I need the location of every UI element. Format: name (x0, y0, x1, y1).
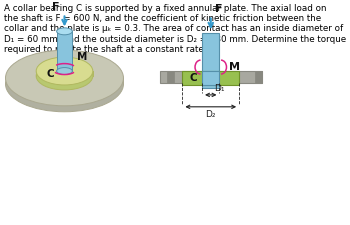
Bar (202, 71, 219, 85)
Text: F: F (215, 4, 222, 14)
Bar (182, 71, 239, 85)
Ellipse shape (36, 62, 93, 90)
Bar (255, 71, 262, 83)
Text: F: F (52, 2, 60, 12)
Ellipse shape (6, 56, 124, 112)
Text: C: C (47, 69, 54, 79)
Text: collar and the plate is μₖ = 0.3. The area of contact has an inside diameter of: collar and the plate is μₖ = 0.3. The ar… (4, 24, 343, 33)
Text: required to rotate the shaft at a constant rate.: required to rotate the shaft at a consta… (4, 45, 206, 54)
Text: M: M (77, 52, 88, 62)
Ellipse shape (36, 57, 93, 85)
Text: D₁ = 60 mm, and the outside diameter is D₂ = 180 mm. Determine the torque: D₁ = 60 mm, and the outside diameter is … (4, 35, 346, 44)
Bar (160, 71, 262, 83)
Ellipse shape (6, 50, 124, 106)
Text: the shaft is F = 600 N, and the coefficient of kinetic friction between the: the shaft is F = 600 N, and the coeffici… (4, 14, 321, 23)
Text: D₁: D₁ (214, 84, 224, 93)
Bar (167, 71, 174, 83)
Bar (202, 33, 219, 88)
Text: M: M (229, 62, 240, 72)
Text: D₂: D₂ (205, 110, 216, 119)
Ellipse shape (57, 68, 72, 74)
Bar (57, 31, 72, 71)
Text: C: C (190, 73, 197, 83)
Ellipse shape (57, 28, 72, 35)
Text: A collar bearing C is supported by a fixed annular plate. The axial load on: A collar bearing C is supported by a fix… (4, 4, 327, 13)
